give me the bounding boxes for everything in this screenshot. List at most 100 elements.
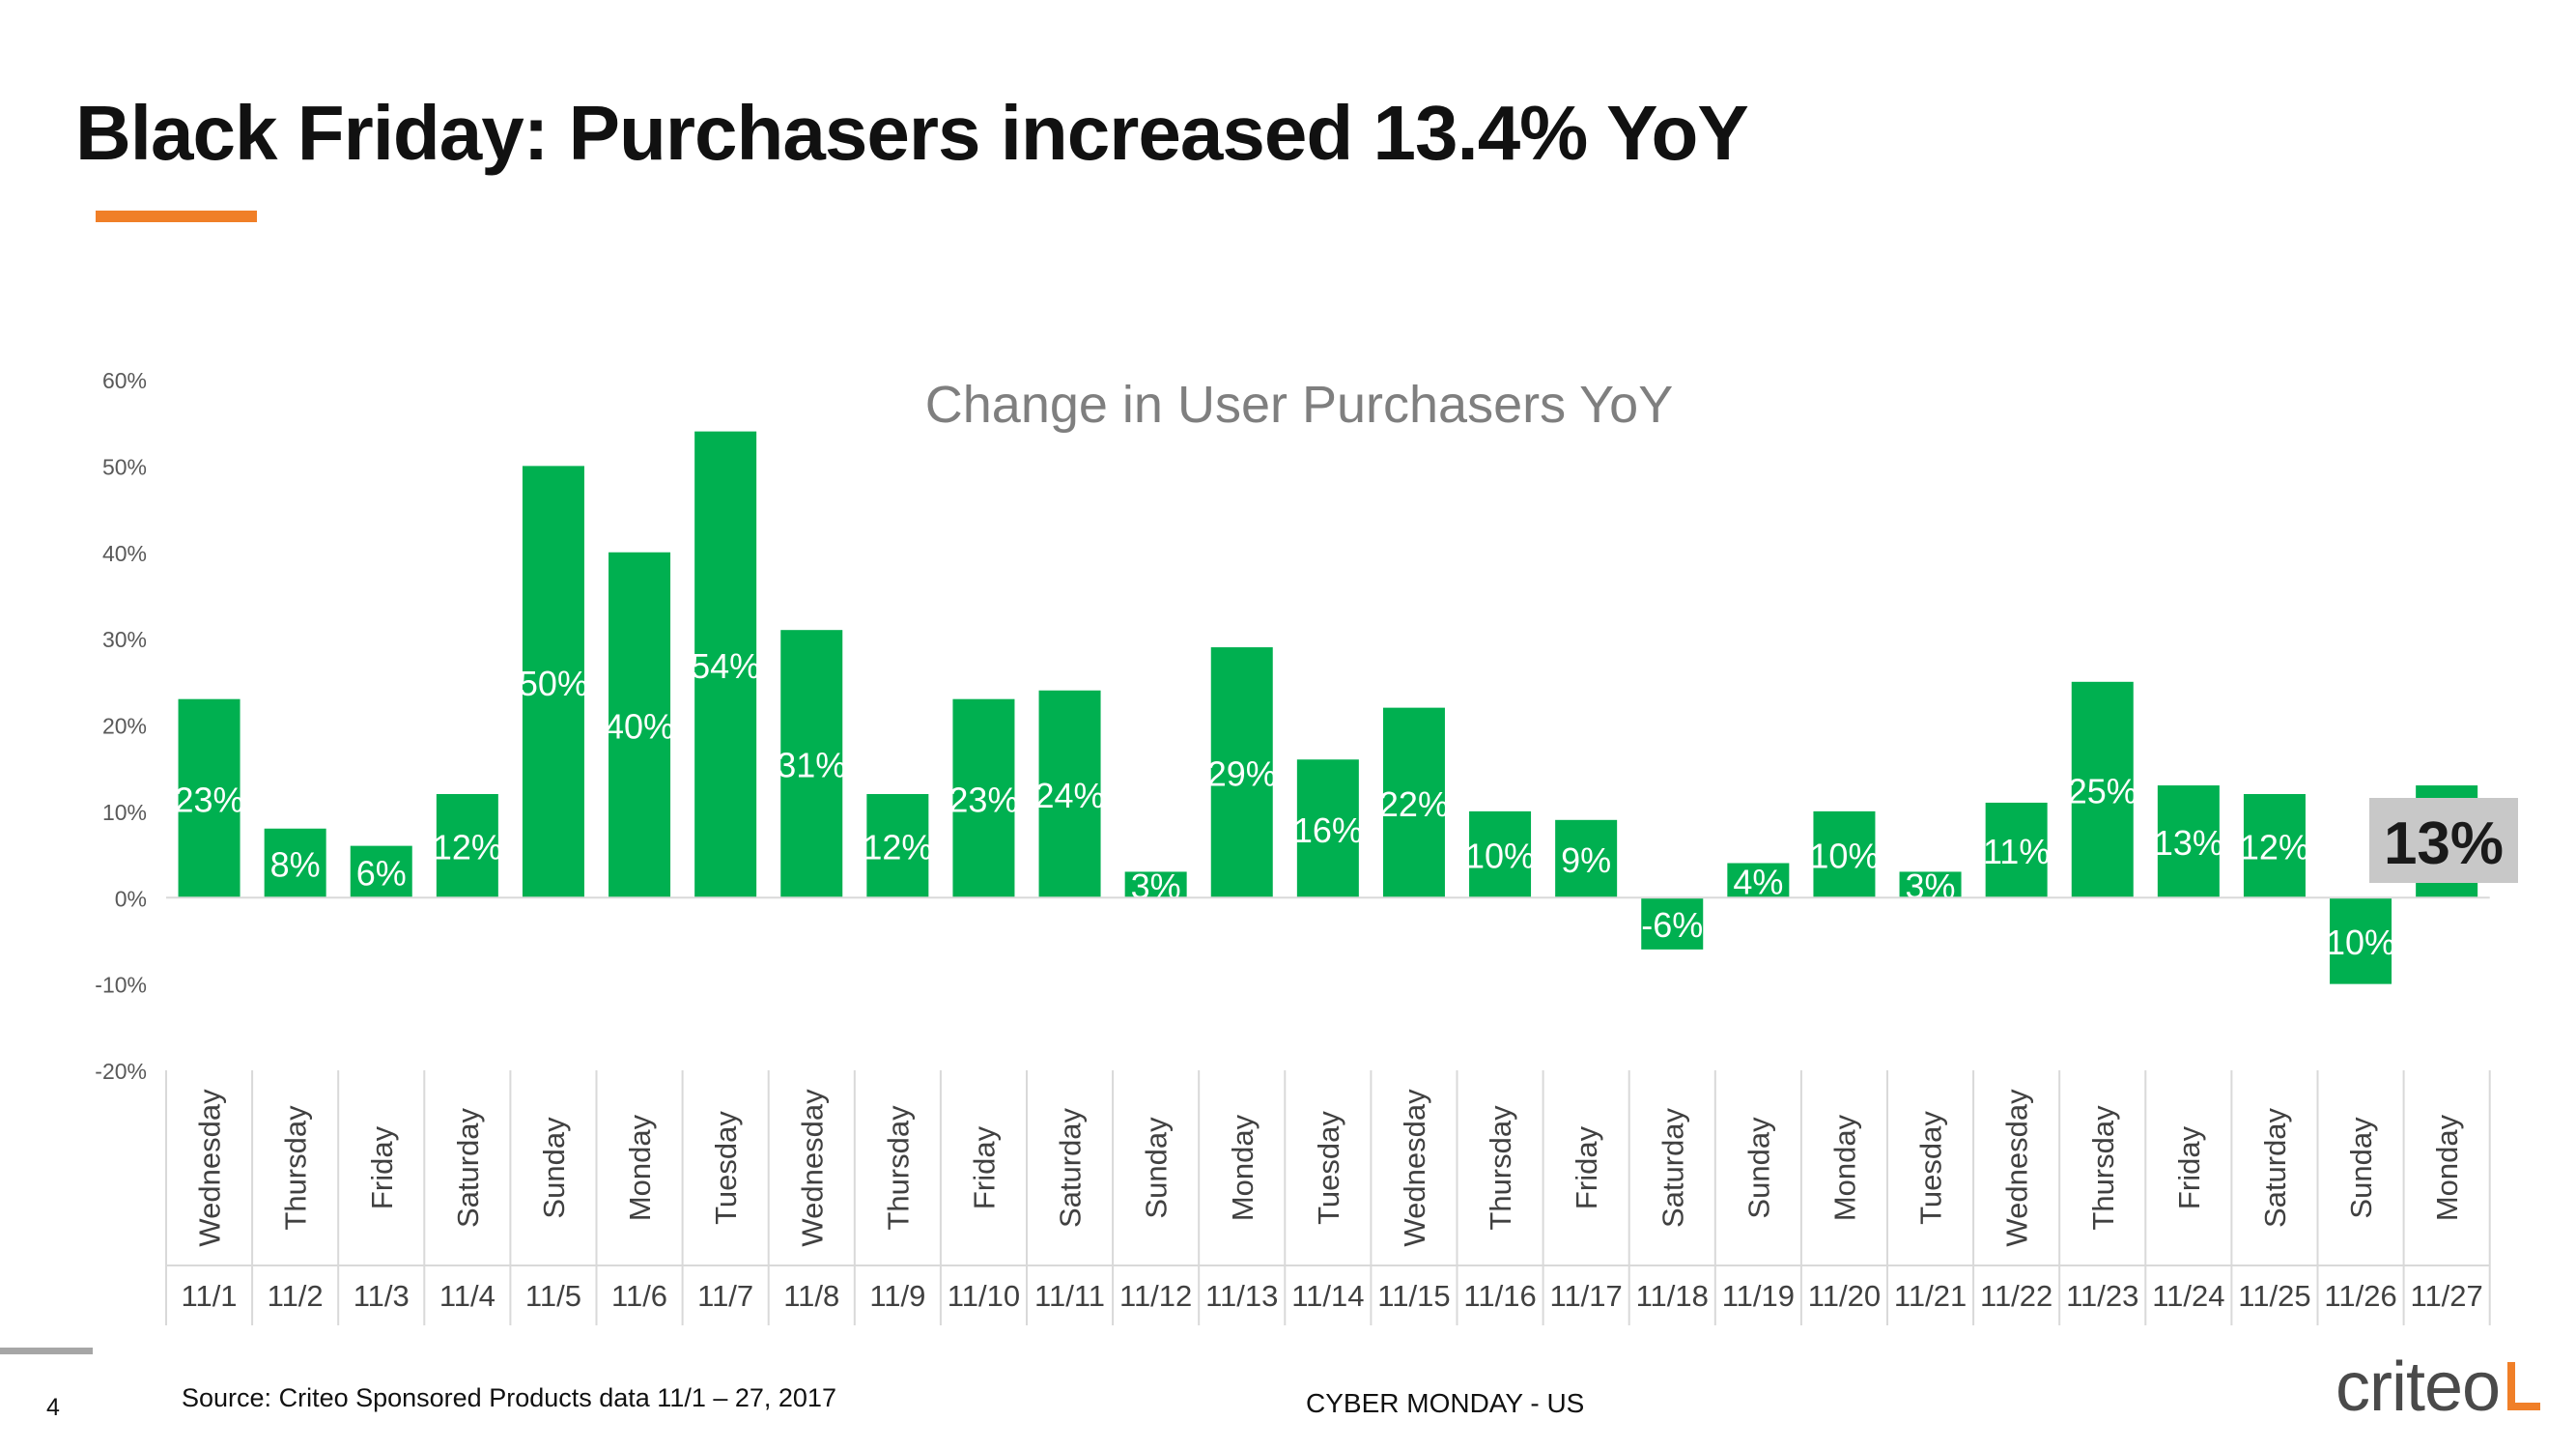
date-label: 11/18 — [1636, 1279, 1709, 1313]
day-label: Saturday — [1054, 1107, 1088, 1228]
date-label: 11/16 — [1463, 1279, 1536, 1313]
bar — [350, 845, 412, 898]
bar — [1124, 871, 1187, 898]
day-label: Sunday — [2344, 1117, 2378, 1219]
bar — [2243, 794, 2306, 898]
bar — [1641, 897, 1704, 950]
source-text: Criteo Sponsored Products data 11/1 – 27… — [278, 1383, 836, 1412]
data-label: 22% — [1379, 784, 1449, 824]
data-label: 10% — [1465, 837, 1535, 876]
data-label: 10% — [1809, 837, 1879, 876]
data-label: 29% — [1207, 754, 1277, 794]
data-label: 23% — [948, 780, 1018, 819]
date-label: 11/24 — [2152, 1279, 2224, 1313]
y-tick-label: 40% — [102, 541, 147, 566]
source-note: Source: Criteo Sponsored Products data 1… — [182, 1383, 836, 1413]
day-label: Wednesday — [795, 1089, 829, 1247]
date-label: 11/3 — [354, 1279, 410, 1313]
date-label: 11/21 — [1894, 1279, 1967, 1313]
day-label: Friday — [967, 1125, 1001, 1209]
day-label: Monday — [1226, 1114, 1260, 1221]
day-label: Monday — [1827, 1114, 1861, 1221]
date-label: 11/14 — [1291, 1279, 1364, 1313]
data-label: 31% — [777, 746, 846, 785]
data-label: 8% — [270, 845, 321, 885]
day-label: Wednesday — [1398, 1089, 1431, 1247]
data-label: 25% — [2068, 772, 2137, 811]
date-label: 11/7 — [697, 1279, 753, 1313]
date-label: 11/10 — [948, 1279, 1020, 1313]
y-tick-label: -20% — [95, 1059, 147, 1084]
date-label: 11/19 — [1722, 1279, 1795, 1313]
day-label: Friday — [1570, 1125, 1603, 1209]
bar — [1555, 819, 1618, 898]
date-label: 11/13 — [1205, 1279, 1278, 1313]
data-label: 6% — [356, 853, 407, 893]
criteo-logo: criteo — [2335, 1348, 2541, 1427]
date-label: 11/22 — [1980, 1279, 2052, 1313]
y-tick-label: 20% — [102, 714, 147, 739]
data-label: 40% — [605, 707, 674, 747]
data-label: 50% — [519, 664, 588, 703]
y-tick-label: -10% — [95, 973, 147, 998]
day-label: Monday — [2430, 1114, 2464, 1221]
day-label: Saturday — [2258, 1107, 2292, 1228]
source-label: Source: — [182, 1383, 272, 1412]
data-label: 4% — [1733, 862, 1783, 901]
data-label: 54% — [691, 646, 760, 686]
bar — [1469, 810, 1532, 898]
date-label: 11/20 — [1808, 1279, 1881, 1313]
date-label: 11/9 — [869, 1279, 925, 1313]
chart-title: Change in User Purchasers YoY — [925, 376, 1673, 434]
bar — [2330, 897, 2392, 984]
data-label: 23% — [175, 780, 244, 819]
day-label: Thursday — [2086, 1105, 2120, 1231]
bar — [1985, 802, 2048, 898]
data-label: 12% — [2240, 828, 2309, 867]
date-label: 11/12 — [1119, 1279, 1192, 1313]
date-label: 11/8 — [783, 1279, 839, 1313]
bar — [264, 828, 326, 898]
day-label: Thursday — [881, 1105, 915, 1231]
bar — [436, 794, 498, 898]
bar — [1296, 759, 1359, 898]
date-label: 11/17 — [1550, 1279, 1623, 1313]
bar — [1727, 863, 1790, 898]
bar — [780, 630, 843, 898]
day-label: Saturday — [1656, 1107, 1689, 1228]
y-tick-label: 30% — [102, 627, 147, 652]
data-label: 3% — [1131, 867, 1181, 906]
bar — [952, 698, 1015, 898]
y-tick-label: 60% — [102, 368, 147, 393]
date-label: 11/11 — [1034, 1279, 1105, 1313]
day-label: Wednesday — [193, 1089, 227, 1247]
data-label: 3% — [1906, 867, 1956, 906]
day-label: Tuesday — [1914, 1111, 1948, 1225]
date-label: 11/6 — [611, 1279, 667, 1313]
bar — [609, 552, 671, 898]
bar — [178, 698, 241, 898]
bar — [1813, 810, 1876, 898]
data-label: 24% — [1035, 776, 1105, 815]
day-label: Sunday — [537, 1117, 571, 1219]
y-tick-label: 50% — [102, 454, 147, 479]
date-label: 11/25 — [2238, 1279, 2310, 1313]
highlight-callout-box — [2369, 798, 2518, 883]
data-label: 10% — [2326, 923, 2395, 962]
date-label: 11/23 — [2066, 1279, 2138, 1313]
day-label: Tuesday — [709, 1111, 743, 1225]
date-label: 11/15 — [1377, 1279, 1450, 1313]
footer-label: CYBER MONDAY - US — [1306, 1388, 1585, 1418]
date-label: 11/26 — [2324, 1279, 2396, 1313]
day-label: Sunday — [1140, 1117, 1174, 1219]
date-label: 11/1 — [182, 1279, 238, 1313]
data-label: 16% — [1293, 810, 1363, 850]
date-label: 11/4 — [439, 1279, 495, 1313]
day-label: Monday — [623, 1114, 657, 1221]
date-label: 11/5 — [525, 1279, 581, 1313]
bar — [1038, 690, 1101, 898]
bar — [522, 466, 584, 898]
page-title: Black Friday: Purchasers increased 13.4%… — [75, 90, 1749, 176]
y-tick-label: 10% — [102, 800, 147, 825]
